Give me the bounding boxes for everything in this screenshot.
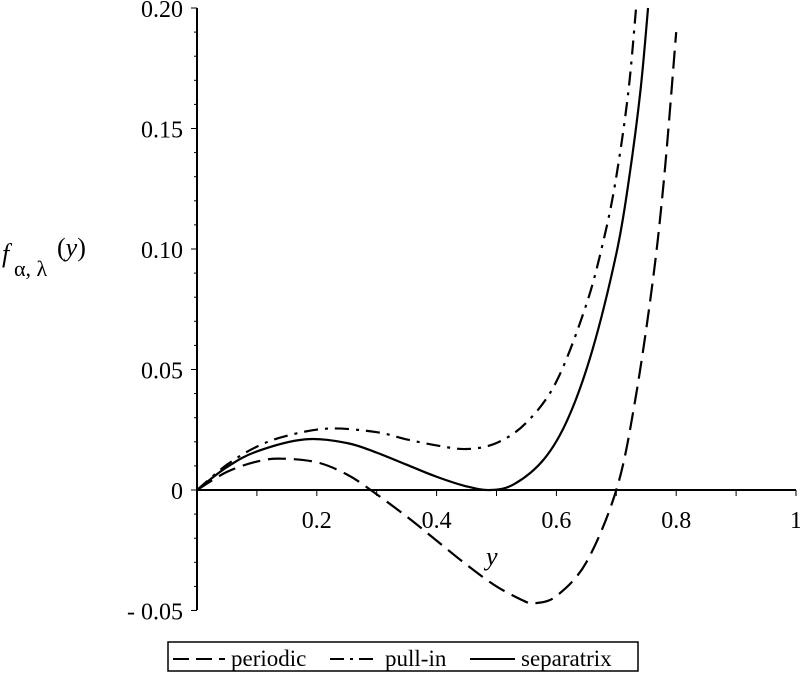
y-tick-label: 0.10 [141,238,183,264]
x-axis-label: y [483,542,498,571]
x-tick-label: 0.6 [541,508,571,534]
y-tick-label: 0 [171,479,183,505]
legend-box [167,641,639,672]
y-tick-label: 0.05 [141,359,183,385]
y-axis-label-subscript: α, λ [14,256,48,281]
y-axis-label-main: f [2,239,13,268]
plot-area [196,7,678,606]
y-tick-label: 0.20 [141,0,183,23]
legend-separatrix-label: separatrix [521,646,612,671]
series-separatrix-line [196,7,650,492]
x-ticks: 0.2 0.4 0.6 0.8 1 [256,490,800,534]
x-tick-label: 0.4 [422,508,452,534]
axes: - 0.05 0 0.05 0.10 0.15 0.20 0.2 0.4 0.6 0.8 1 [127,0,800,626]
series-periodic-line [196,32,678,606]
y-axis-label-argument: (y) [57,233,86,262]
x-tick-label: 1 [790,508,800,534]
legend-periodic-label: periodic [231,646,306,671]
y-tick-label: 0.15 [141,118,183,144]
x-tick-label: 0.8 [661,508,691,534]
series-pull-in-line [196,7,638,491]
y-tick-label: - 0.05 [127,600,183,626]
x-tick-label: 0.2 [302,508,332,534]
legend: periodic pull-in separatrix [167,641,639,672]
y-ticks: - 0.05 0 0.05 0.10 0.15 0.20 [127,0,197,626]
legend-pullin-label: pull-in [385,646,447,671]
y-axis-label: f α, λ (y) [2,233,86,281]
